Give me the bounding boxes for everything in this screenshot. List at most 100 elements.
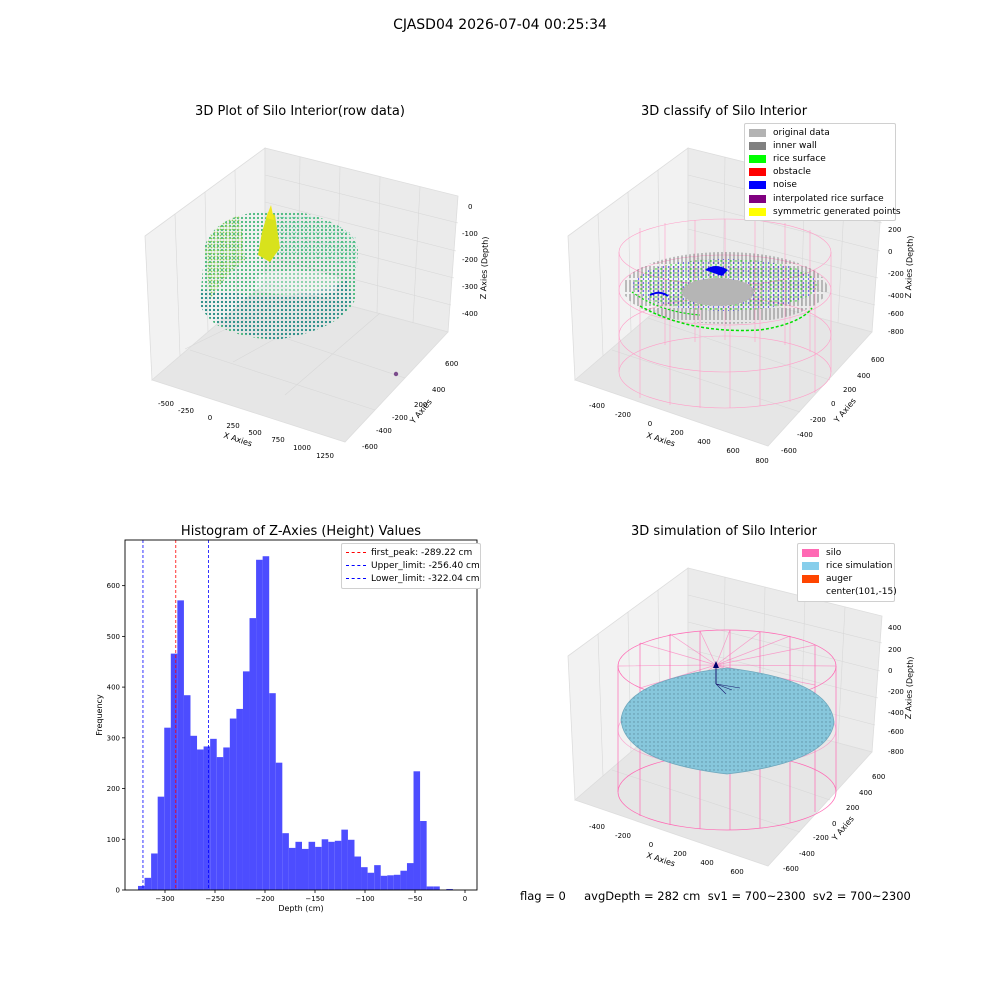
svg-text:-400: -400 [376, 427, 392, 435]
svg-text:0: 0 [831, 400, 835, 408]
raw-z-label: Z Axies (Depth) [479, 236, 490, 299]
x-tick-label: −100 [355, 895, 374, 903]
x-tick-label: −250 [205, 895, 224, 903]
svg-text:-600: -600 [888, 310, 904, 318]
histogram-x-label: Depth (cm) [278, 904, 323, 913]
histogram-bar [433, 886, 440, 890]
legend-swatch [802, 588, 819, 596]
svg-text:200: 200 [414, 401, 427, 409]
svg-text:200: 200 [888, 226, 901, 234]
histogram-y-label: Frequency [95, 694, 104, 736]
legend-item-silo: silo [802, 546, 888, 559]
legend-line [346, 565, 366, 567]
svg-text:-200: -200 [888, 688, 904, 696]
histogram-bar [308, 841, 316, 890]
x-tick-label: −200 [255, 895, 274, 903]
svg-text:0: 0 [888, 667, 892, 675]
svg-text:-400: -400 [799, 850, 815, 858]
histogram-bar [321, 839, 329, 890]
histogram-bar [328, 841, 335, 890]
histogram-chart[interactable]: −300 −250 −200 −150 −100 −50 0 0 100 200 300 400 50… [0, 530, 500, 920]
histogram-bar [216, 757, 224, 890]
legend-swatch [802, 548, 819, 557]
svg-text:-800: -800 [888, 748, 904, 756]
histogram-bar [387, 875, 394, 890]
svg-text:200: 200 [843, 386, 856, 394]
raw-plot-title: 3D Plot of Silo Interior(row data) [195, 104, 405, 119]
histogram-bar [380, 875, 388, 890]
x-tick-label: −300 [155, 895, 174, 903]
classify-y-ticks: 600 400 200 0 -200 -400 -600 [781, 356, 884, 455]
legend-item-noise: noise [749, 179, 889, 192]
svg-text:200: 200 [888, 646, 901, 654]
svg-text:-200: -200 [392, 414, 408, 422]
svg-text:-400: -400 [888, 709, 904, 717]
classify-z-ticks: 200 0 -200 -400 -600 -800 [888, 226, 904, 336]
histogram-bar [190, 735, 198, 890]
legend-item-upper-limit: Upper_limit: -256.40 cm [346, 559, 480, 572]
svg-text:-500: -500 [158, 400, 174, 408]
histogram-bar [157, 796, 165, 890]
svg-text:400: 400 [697, 438, 710, 446]
histogram-bar [138, 885, 145, 890]
histogram-bar [282, 833, 289, 890]
svg-text:-600: -600 [888, 728, 904, 736]
histogram-bar [170, 653, 178, 890]
raw-3d-plot[interactable]: -500 -250 0 250 500 750 1000 1250 X Axie… [0, 120, 500, 460]
svg-text:-800: -800 [888, 328, 904, 336]
svg-text:-200: -200 [810, 416, 826, 424]
histogram-bar [203, 746, 211, 890]
simulation-3d-plot[interactable]: -400 -200 0 200 400 600 X Axies 600 400 … [500, 540, 920, 885]
svg-text:-200: -200 [813, 834, 829, 842]
svg-text:1250: 1250 [316, 452, 334, 460]
histogram-bar [151, 853, 158, 890]
legend-line [346, 552, 366, 554]
svg-text:400: 400 [700, 859, 713, 867]
legend-line [346, 578, 366, 580]
histogram-bar [236, 708, 243, 890]
legend-item-interpolated-rice-surface: interpolated rice surface [749, 192, 889, 205]
histogram-bar [334, 840, 342, 890]
histogram-bar [262, 556, 270, 890]
y-tick-label: 100 [107, 836, 120, 844]
svg-text:-200: -200 [615, 832, 631, 840]
histogram-title: Histogram of Z-Axies (Height) Values [180, 524, 422, 539]
histogram-bar [426, 886, 434, 890]
svg-text:400: 400 [888, 624, 901, 632]
raw-point-cloud [200, 205, 399, 377]
svg-text:-400: -400 [462, 310, 478, 318]
histogram-bar [256, 559, 263, 890]
legend-swatch [749, 128, 766, 137]
histogram-bar [197, 749, 204, 890]
histogram-bar [229, 718, 237, 890]
svg-text:-100: -100 [462, 230, 478, 238]
svg-text:250: 250 [226, 422, 239, 430]
svg-text:500: 500 [248, 429, 261, 437]
histogram-y-ticks: 0 100 200 300 400 500 600 [107, 582, 125, 895]
svg-text:0: 0 [468, 203, 472, 211]
histogram-bar [367, 872, 375, 890]
simulation-z-label: Z Axies (Depth) [904, 656, 915, 719]
y-tick-label: 500 [107, 633, 120, 641]
histogram-bar [210, 738, 217, 890]
y-tick-label: 400 [107, 684, 120, 692]
legend-item-rice-simulation: rice simulation [802, 559, 892, 572]
legend-item-center: center(101,-15) [802, 586, 897, 599]
svg-text:400: 400 [857, 372, 870, 380]
svg-text:-600: -600 [781, 447, 797, 455]
svg-text:0: 0 [649, 841, 653, 849]
y-tick-label: 200 [107, 785, 120, 793]
simulation-y-label: Y Axies [830, 814, 856, 843]
histogram-legend: first_peak: -289.22 cm Upper_limit: -256… [341, 543, 481, 589]
svg-text:-400: -400 [888, 292, 904, 300]
legend-item-inner-wall: inner wall [749, 139, 889, 152]
histogram-bar [242, 671, 250, 890]
histogram-bar [341, 829, 348, 890]
svg-text:-200: -200 [888, 270, 904, 278]
y-tick-label: 300 [107, 734, 120, 742]
legend-item-obstacle: obstacle [749, 166, 889, 179]
simulation-z-ticks: 400 200 0 -200 -400 -600 -800 [888, 624, 904, 756]
svg-text:200: 200 [846, 804, 859, 812]
x-tick-label: 0 [463, 895, 467, 903]
histogram-bar [302, 848, 309, 890]
